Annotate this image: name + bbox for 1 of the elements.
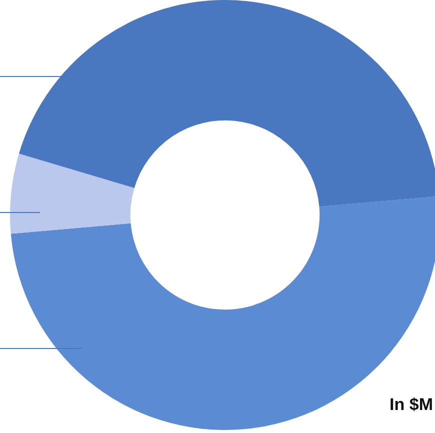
text: In $M: [390, 395, 433, 415]
